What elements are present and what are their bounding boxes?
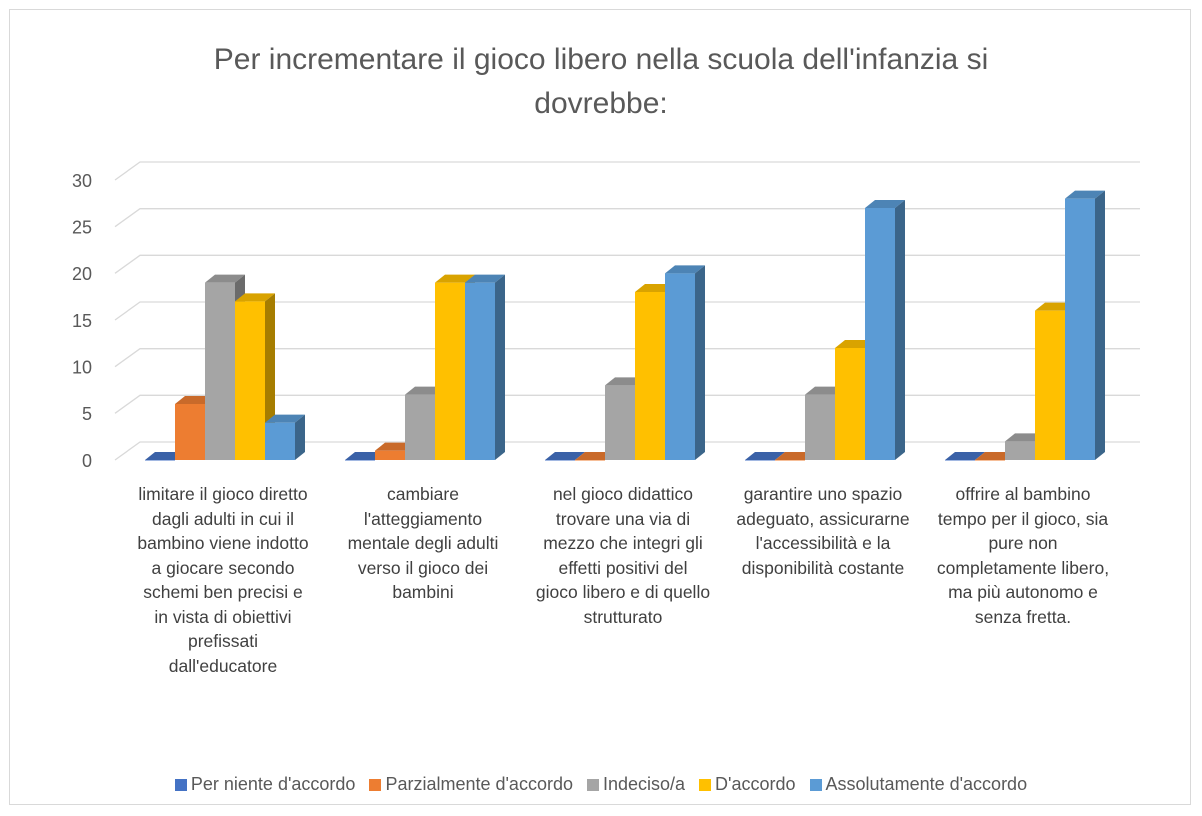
y-tick-label: 30 bbox=[72, 171, 92, 191]
bar-top bbox=[265, 414, 305, 423]
grid-line bbox=[114, 254, 1140, 274]
bar-front bbox=[945, 460, 975, 461]
bar-front bbox=[745, 460, 775, 461]
bar bbox=[265, 414, 305, 460]
bar-front bbox=[1005, 441, 1035, 460]
x-tick-label: limitare il gioco diretto dagli adulti i… bbox=[137, 484, 309, 676]
legend-item: Indeciso/a bbox=[586, 774, 686, 795]
y-tick-label: 5 bbox=[82, 404, 92, 424]
bar bbox=[945, 452, 985, 461]
bar-front bbox=[405, 394, 435, 460]
bar-front bbox=[145, 460, 175, 461]
bar-front bbox=[575, 460, 605, 461]
chart-frame bbox=[9, 9, 1191, 805]
y-tick-label: 10 bbox=[72, 357, 92, 377]
bar-front bbox=[465, 282, 495, 460]
legend-item: D'accordo bbox=[699, 774, 796, 795]
bar-front bbox=[375, 450, 405, 460]
legend-label: Parzialmente d'accordo bbox=[385, 774, 573, 794]
y-tick-label: 25 bbox=[72, 217, 92, 237]
bar-side bbox=[695, 265, 705, 460]
bar-front bbox=[265, 422, 295, 460]
bar-front bbox=[175, 404, 205, 460]
legend-swatch bbox=[586, 778, 599, 791]
bar-front bbox=[545, 460, 575, 461]
legend-swatch bbox=[699, 778, 712, 791]
bar-front bbox=[665, 273, 695, 460]
bar-side bbox=[895, 200, 905, 460]
legend-label: Indeciso/a bbox=[602, 774, 686, 794]
bar bbox=[745, 452, 785, 461]
legend-swatch bbox=[369, 778, 382, 791]
bar-front bbox=[835, 348, 865, 460]
legend-item: Assolutamente d'accordo bbox=[809, 774, 1028, 795]
legend-swatch bbox=[174, 778, 187, 791]
legend-item: Parzialmente d'accordo bbox=[369, 774, 573, 795]
bar bbox=[865, 200, 905, 460]
legend: Per niente d'accordo Parzialmente d'accor… bbox=[0, 774, 1202, 795]
legend-label: D'accordo bbox=[715, 774, 796, 794]
bar bbox=[465, 274, 505, 460]
grid-line bbox=[114, 301, 1140, 321]
y-tick-label: 15 bbox=[72, 311, 92, 331]
bar-top bbox=[945, 452, 985, 460]
bar-top bbox=[865, 200, 905, 208]
legend-label: Assolutamente d'accordo bbox=[825, 774, 1028, 794]
bar-top bbox=[205, 274, 245, 283]
bar bbox=[1065, 190, 1105, 460]
bar-top bbox=[1065, 190, 1105, 199]
bar-front bbox=[635, 292, 665, 460]
x-tick-label: garantire uno spazio adeguato, assicurar… bbox=[736, 484, 910, 578]
legend-item: Per niente d'accordo bbox=[174, 774, 356, 795]
bar-front bbox=[1035, 310, 1065, 460]
bar-front bbox=[605, 385, 635, 460]
y-tick-label: 0 bbox=[82, 451, 92, 471]
bar-top bbox=[465, 274, 505, 283]
bar-front bbox=[205, 282, 235, 460]
grid-line bbox=[114, 348, 1140, 368]
bar-top bbox=[435, 274, 475, 283]
bar-side bbox=[495, 274, 505, 460]
bar-front bbox=[235, 301, 265, 460]
bar bbox=[545, 452, 585, 461]
bar-front bbox=[775, 460, 805, 461]
bar bbox=[665, 265, 705, 460]
bar-front bbox=[865, 208, 895, 460]
grid-line bbox=[114, 208, 1140, 228]
x-tick-label: nel gioco didattico trovare una via di m… bbox=[535, 484, 711, 627]
bar-front bbox=[1065, 198, 1095, 460]
chart-title: Per incrementare il gioco libero nella s… bbox=[213, 43, 989, 120]
bar-top bbox=[745, 452, 785, 460]
bar-top bbox=[545, 452, 585, 460]
grid-line bbox=[114, 161, 1140, 181]
x-tick-label: offrire al bambino tempo per il gioco, s… bbox=[936, 484, 1110, 627]
legend-label: Per niente d'accordo bbox=[190, 774, 356, 794]
y-tick-label: 20 bbox=[72, 264, 92, 284]
bar-front bbox=[345, 460, 375, 461]
bar-front bbox=[975, 460, 1005, 461]
bar-top bbox=[235, 293, 275, 302]
bar-top bbox=[665, 265, 705, 274]
x-tick-label: cambiare l'atteggiamento mentale degli a… bbox=[347, 484, 499, 602]
bar-side bbox=[1095, 190, 1105, 460]
bar-front bbox=[805, 394, 835, 460]
bar-side bbox=[295, 414, 305, 460]
bar-front bbox=[435, 282, 465, 460]
legend-swatch bbox=[809, 778, 822, 791]
